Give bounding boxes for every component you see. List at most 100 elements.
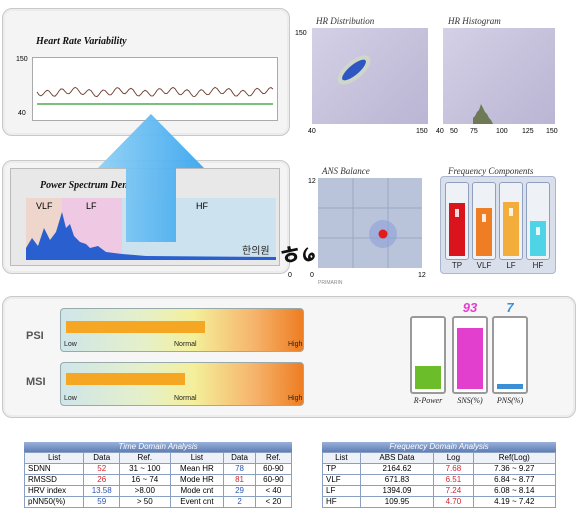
psd-curve [26,212,276,260]
time-domain-caption: Time Domain Analysis [24,442,292,452]
msi-label: MSI [26,376,46,388]
freq-domain-caption: Frequency Domain Analysis [322,442,556,452]
table-cell: LF [322,485,361,497]
gauge-pns [492,316,528,394]
ans-balance-y-max: 12 [308,178,316,185]
table-cell: 29 [223,485,256,497]
msi-gauge [60,362,304,406]
table-cell: 4.70 [433,496,474,508]
table-cell: VLF [322,474,361,486]
table-cell: 60-90 [254,474,293,486]
table-cell: 26 [83,474,121,486]
table-header-cell: Ref(Log) [472,452,557,464]
table-cell: TP [322,463,361,475]
hr-distribution-title: HR Distribution [316,16,375,26]
table-cell: HF [322,496,361,508]
msi-level-bar [66,373,185,385]
hr-histogram-plot [443,28,555,124]
table-cell: 6.84 ~ 8.77 [472,474,557,486]
ans-balance-x-min: 0 [310,272,314,279]
table-cell: 2 [223,496,256,508]
psd-lf-label: LF [86,201,97,211]
table-header-cell: Ref. [119,452,171,464]
table-cell: < 20 [254,496,293,508]
table-header-row: List Data Ref. List Data Ref. [23,452,293,464]
table-cell: < 40 [254,485,293,497]
table-cell: 6.51 [433,474,474,486]
freq-components-title: Frequency Components [448,166,534,176]
table-cell: 109.95 [359,496,435,508]
gauge-fill [497,384,523,389]
hr-histogram-x-tick: 40 [436,128,444,135]
table-cell: >8.00 [119,485,171,497]
hr-histogram-x-tick: 50 [450,128,458,135]
table-cell: 7.68 [433,463,474,475]
table-row: HRV index 13.58 >8.00 Mode cnt 29 < 40 [23,485,293,497]
gauge-value: 7 [506,300,514,315]
ans-balance-y-min: 0 [288,272,292,279]
hr-histogram-x-tick: 150 [546,128,558,135]
table-cell: 4.19 ~ 7.42 [472,496,557,508]
gauge-fill [415,366,441,389]
freq-component-bar-vlf [472,182,496,260]
table-cell: Mean HR [169,463,225,475]
freq-component-bar-hf [526,182,550,260]
table-row: pNN50(%) 59 > 50 Event cnt 2 < 20 [23,496,293,508]
table-header-cell: List [23,452,85,464]
msi-high: High [288,395,303,402]
hr-histogram-x-tick: 100 [496,128,508,135]
freq-component-label: VLF [476,261,492,270]
table-cell: > 50 [119,496,171,508]
table-cell: 6.08 ~ 8.14 [472,485,557,497]
hr-distribution-y-max: 150 [295,30,307,37]
freq-component-label: TP [451,261,463,270]
table-header-cell: Data [223,452,256,464]
table-row: VLF 671.83 6.51 6.84 ~ 8.77 [322,474,557,486]
table-cell: 31 ~ 100 [119,463,171,475]
freq-component-fill [530,221,546,256]
gauge-value: 93 [462,300,478,315]
hrv-y-min: 40 [18,110,26,117]
freq-component-bar-lf [499,182,523,260]
psi-high: High [288,341,303,348]
msi-normal: Normal [174,395,197,402]
freq-component-bar-tp [445,182,469,260]
ans-balance-title: ANS Balance [322,166,370,176]
table-header-row: List ABS Data Log Ref(Log) [322,452,557,464]
table-cell: 59 [83,496,121,508]
table-cell: 60-90 [254,463,293,475]
hrv-plot [32,57,278,121]
ans-balance-x-max: 12 [418,272,426,279]
hr-distribution-x-min: 40 [308,128,316,135]
table-cell: SDNN [23,463,85,475]
signature-mark: ㅎ᥀ [275,236,318,274]
table-cell: pNN50(%) [23,496,85,508]
table-header-cell: ABS Data [359,452,435,464]
hr-histogram-x-tick: 125 [522,128,534,135]
table-row: RMSSD 26 16 ~ 74 Mode HR 81 60-90 [23,474,293,486]
freq-domain-table: List ABS Data Log Ref(Log) TP 2164.62 7.68 7.36… [322,452,557,508]
hrv-y-max: 150 [16,56,28,63]
watermark-stamp: PRIMARIN [318,280,343,286]
table-cell: HRV index [23,485,85,497]
table-cell: 1394.09 [359,485,435,497]
table-row: HF 109.95 4.70 4.19 ~ 7.42 [322,496,557,508]
table-cell: 671.83 [359,474,435,486]
gauge-fill [457,328,483,389]
hr-histogram-x-tick: 75 [470,128,478,135]
table-cell: Mode HR [169,474,225,486]
hr-distribution-plot [312,28,428,124]
table-cell: 52 [83,463,121,475]
table-cell: 16 ~ 74 [119,474,171,486]
gauge-label: SNS(%) [457,396,483,405]
time-domain-table: List Data Ref. List Data Ref. SDNN 52 31 ~ 100 Me… [23,452,293,508]
freq-component-fill [449,203,465,256]
freq-component-label: LF [506,261,516,270]
freq-component-label: HF [532,261,544,270]
freq-component-fill [476,208,492,256]
table-cell: 78 [223,463,256,475]
gauge-label: R-Power [413,396,443,405]
table-header-cell: Log [433,452,474,464]
hrv-title: Heart Rate Variability [36,36,127,47]
up-arrow-icon [98,114,204,242]
